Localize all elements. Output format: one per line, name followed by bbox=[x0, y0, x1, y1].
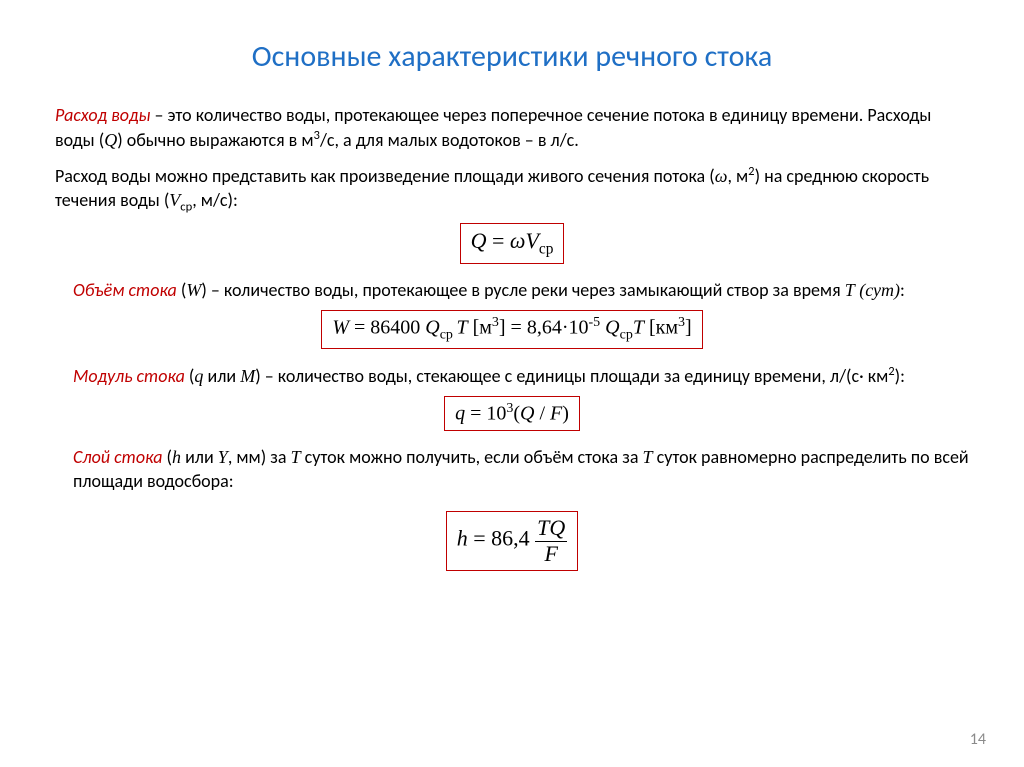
formula-obyem: W = 86400 Qср T [м3] = 8,64·10-5 QсрT [к… bbox=[321, 310, 702, 349]
w-symbol: W bbox=[186, 280, 201, 300]
formula-modul-wrap: q = 103(Q / F) bbox=[55, 396, 969, 431]
q2: Q bbox=[605, 317, 619, 339]
sub2: ср bbox=[620, 328, 633, 343]
txt: ) обычно выражаются в м bbox=[117, 129, 313, 151]
t2: T bbox=[633, 317, 644, 339]
h-symbol: h bbox=[172, 447, 181, 467]
sub: ср bbox=[539, 241, 554, 258]
t-symbol: Т (сут) bbox=[845, 280, 900, 300]
txt: ( bbox=[162, 446, 172, 468]
formula-rashod: Q = ωVср bbox=[460, 223, 565, 263]
formula-modul: q = 103(Q / F) bbox=[444, 396, 580, 431]
obyem-definition: Объём стока (W) – количество воды, проте… bbox=[73, 278, 969, 302]
formula-sloy: h = 86,4 TQ F bbox=[446, 511, 579, 570]
t: T bbox=[456, 317, 467, 339]
sloy-definition: Слой стока (h или Y, мм) за Т суток можн… bbox=[73, 445, 969, 494]
txt: , м/с): bbox=[192, 189, 238, 211]
v-symbol: V bbox=[169, 190, 180, 210]
txt: суток можно получить, если объём стока з… bbox=[301, 446, 643, 468]
h: h bbox=[457, 526, 468, 551]
f: F bbox=[550, 403, 562, 425]
t-symbol2: Т bbox=[643, 447, 653, 467]
f: ] bbox=[685, 317, 692, 339]
txt: , м bbox=[727, 165, 748, 187]
v: V bbox=[525, 228, 538, 253]
term-rashod: Расход воды bbox=[55, 104, 150, 126]
w: W bbox=[332, 317, 349, 339]
term-modul: Модуль стока bbox=[73, 365, 185, 387]
sup2: -5 bbox=[589, 315, 601, 330]
c: / bbox=[534, 403, 550, 425]
omega-symbol: ω bbox=[715, 166, 728, 186]
d: ) bbox=[562, 403, 569, 425]
txt: ) – количество воды, стекающее с единицы… bbox=[255, 365, 888, 387]
q2: Q bbox=[520, 403, 534, 425]
page-title: Основные характеристики речного стока bbox=[55, 38, 969, 75]
page-number: 14 bbox=[970, 730, 986, 749]
modul-definition: Модуль стока (q или М) – количество воды… bbox=[73, 363, 969, 388]
term-obyem: Объём стока bbox=[73, 279, 177, 301]
b: [м bbox=[468, 317, 492, 339]
txt: ) – количество воды, протекающее в русле… bbox=[201, 279, 844, 301]
b: ( bbox=[513, 403, 520, 425]
a: = 86400 bbox=[349, 317, 425, 339]
eq: = bbox=[486, 228, 509, 253]
a: = 86,4 bbox=[468, 526, 530, 551]
e: [км bbox=[644, 317, 678, 339]
sub: ср bbox=[440, 328, 457, 343]
txt: Расход воды можно представить как произв… bbox=[55, 165, 715, 187]
q: Q bbox=[425, 317, 439, 339]
y-symbol: Y bbox=[218, 447, 228, 467]
fraction: TQ F bbox=[535, 516, 567, 565]
m-symbol: М bbox=[240, 366, 255, 386]
formula-sloy-wrap: h = 86,4 TQ F bbox=[55, 511, 969, 570]
txt: или bbox=[181, 446, 218, 468]
denominator: F bbox=[535, 542, 567, 566]
w: ω bbox=[510, 228, 526, 253]
q: Q bbox=[471, 228, 487, 253]
txt: или bbox=[203, 365, 240, 387]
rashod-definition: Расход воды – это количество воды, проте… bbox=[55, 103, 969, 153]
txt: /с, а для малых водотоков – в л/с. bbox=[320, 129, 579, 151]
txt: ): bbox=[895, 365, 905, 387]
formula-obyem-wrap: W = 86400 Qср T [м3] = 8,64·10-5 QсрT [к… bbox=[55, 310, 969, 349]
txt: ( bbox=[185, 365, 195, 387]
c: ] = 8,64·10 bbox=[499, 317, 589, 339]
txt: , мм) за bbox=[228, 446, 291, 468]
rashod-para2: Расход воды можно представить как произв… bbox=[55, 163, 969, 216]
term-sloy: Слой стока bbox=[73, 446, 162, 468]
sub: ср bbox=[180, 199, 192, 214]
txt: ( bbox=[177, 279, 187, 301]
a: = 10 bbox=[465, 403, 506, 425]
txt: : bbox=[900, 279, 905, 301]
numerator: TQ bbox=[535, 516, 567, 541]
t-symbol: Т bbox=[291, 447, 301, 467]
formula-rashod-wrap: Q = ωVср bbox=[55, 223, 969, 263]
sup3: 3 bbox=[678, 315, 685, 330]
q-symbol: Q bbox=[104, 130, 117, 150]
q: q bbox=[455, 403, 465, 425]
sup: 3 bbox=[492, 315, 499, 330]
